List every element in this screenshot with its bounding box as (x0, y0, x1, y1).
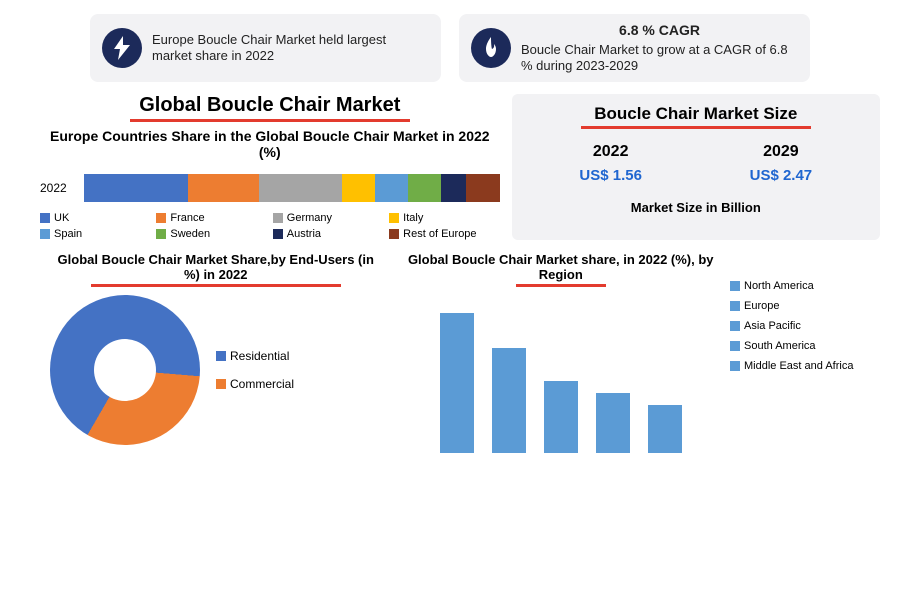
donut-underline (91, 284, 341, 287)
main-underline (130, 119, 410, 122)
stacked-segment (441, 174, 466, 202)
legend-item: Austria (273, 228, 383, 240)
bars-area (391, 293, 730, 453)
legend-item: North America (730, 280, 880, 292)
legend-item: Italy (389, 212, 499, 224)
badge-europe-share: Europe Boucle Chair Market held largest … (90, 14, 441, 82)
stacked-subtitle: Europe Countries Share in the Global Bou… (40, 128, 500, 160)
legend-item: France (156, 212, 266, 224)
bottom-row: Global Boucle Chair Market Share,by End-… (0, 244, 900, 459)
stacked-segment (408, 174, 441, 202)
stacked-segment (466, 174, 499, 202)
size-title: Boucle Chair Market Size (526, 104, 866, 124)
years-row: 2022US$ 1.56 2029US$ 2.47 (526, 143, 866, 184)
legend-item: South America (730, 340, 880, 352)
size-note: Market Size in Billion (526, 200, 866, 215)
donut-section: Global Boucle Chair Market Share,by End-… (50, 252, 381, 453)
badge2-text: Boucle Chair Market to grow at a CAGR of… (521, 42, 798, 75)
bar (492, 348, 526, 453)
cagr-headline: 6.8 % CAGR (521, 22, 798, 40)
main-title: Global Boucle Chair Market (40, 94, 500, 117)
bar (596, 393, 630, 453)
stacked-bar-wrap: 2022 (40, 174, 500, 202)
mid-row: Global Boucle Chair Market Europe Countr… (0, 88, 900, 244)
stacked-chart-section: Global Boucle Chair Market Europe Countr… (40, 94, 500, 240)
bar-title: Global Boucle Chair Market share, in 202… (391, 252, 730, 282)
donut-chart (50, 295, 200, 445)
stacked-segment (375, 174, 408, 202)
stacked-segment (342, 174, 375, 202)
stacked-segment (188, 174, 259, 202)
bolt-icon (102, 28, 142, 68)
donut-legend: Residential Commercial (216, 335, 294, 405)
flame-icon (471, 28, 511, 68)
bar (544, 381, 578, 453)
legend-item: Germany (273, 212, 383, 224)
legend-item: Asia Pacific (730, 320, 880, 332)
market-size-panel: Boucle Chair Market Size 2022US$ 1.56202… (512, 94, 880, 240)
bar-legend: North America Europe Asia Pacific South Ame… (730, 272, 880, 453)
badge2-text-wrap: 6.8 % CAGR Boucle Chair Market to grow a… (521, 22, 798, 74)
legend-item: Commercial (216, 377, 294, 391)
size-underline (581, 126, 811, 129)
stacked-year-label: 2022 (40, 181, 84, 195)
bar-underline (516, 284, 606, 287)
legend-item: Sweden (156, 228, 266, 240)
stacked-segment (84, 174, 188, 202)
stacked-segment (259, 174, 342, 202)
bar (648, 405, 682, 453)
legend-item: Rest of Europe (389, 228, 499, 240)
stacked-bar (84, 174, 500, 202)
donut-wrap: Residential Commercial (50, 295, 381, 445)
legend-item: Residential (216, 349, 294, 363)
badge1-text: Europe Boucle Chair Market held largest … (152, 32, 429, 65)
year-column: 2029US$ 2.47 (750, 143, 813, 184)
legend-item: Europe (730, 300, 880, 312)
stacked-legend: UK France Germany Italy Spain Sweden Austria Re… (40, 212, 500, 240)
bar (440, 313, 474, 453)
badge-cagr: 6.8 % CAGR Boucle Chair Market to grow a… (459, 14, 810, 82)
bar-section: Global Boucle Chair Market share, in 202… (391, 252, 880, 453)
legend-item: Spain (40, 228, 150, 240)
legend-item: Middle East and Africa (730, 360, 880, 372)
top-badges: Europe Boucle Chair Market held largest … (0, 0, 900, 88)
legend-item: UK (40, 212, 150, 224)
donut-title: Global Boucle Chair Market Share,by End-… (50, 252, 381, 282)
year-column: 2022US$ 1.56 (579, 143, 642, 184)
